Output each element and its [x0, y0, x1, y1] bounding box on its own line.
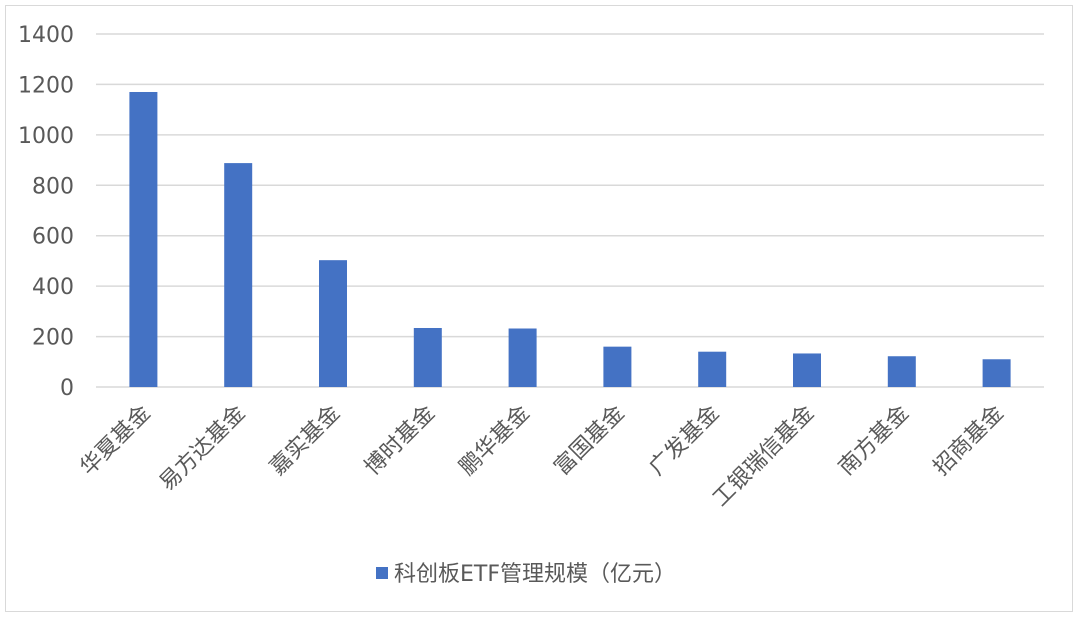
bar: [698, 351, 727, 387]
bar: [319, 260, 347, 387]
bar: [887, 356, 916, 387]
y-tick-label: 1400: [18, 23, 74, 48]
bar: [129, 91, 158, 387]
y-tick-label: 1000: [18, 124, 74, 149]
x-category-label: 富国基金: [550, 401, 630, 481]
x-category-label: 博时基金: [360, 401, 440, 481]
x-axis-category-labels: 华夏基金 易方达基金 嘉实基金 博时基金 鹏华基金 富国基金 广发基金工银瑞信基金 南方基金招…: [76, 401, 1009, 512]
x-category-label: 易方达基金: [155, 401, 250, 496]
y-tick-label: 0: [60, 376, 74, 401]
bar: [982, 359, 1011, 387]
legend: 科创板ETF管理规模（亿元）: [376, 562, 676, 587]
y-tick-label: 600: [32, 225, 74, 250]
bars: [129, 91, 1011, 387]
gridlines: [96, 33, 1044, 388]
y-tick-label: 1200: [18, 73, 74, 98]
x-category-label: 广发基金: [645, 401, 725, 481]
bar: [603, 346, 632, 387]
chart-frame: [5, 5, 1073, 612]
y-tick-label: 200: [32, 326, 74, 351]
y-tick-label: 800: [32, 174, 74, 199]
bar: [793, 353, 821, 387]
x-category-label: 鹏华基金: [455, 401, 535, 481]
x-category-label: 嘉实基金: [265, 401, 345, 481]
x-category-label: 招商基金: [929, 401, 1009, 481]
bar: [508, 328, 537, 387]
x-category-label: 华夏基金: [76, 401, 156, 481]
y-tick-label: 400: [32, 275, 74, 300]
x-category-label: 南方基金: [834, 401, 914, 481]
legend-swatch: [376, 567, 388, 579]
x-category-label: 工银瑞信基金: [708, 401, 819, 512]
bar: [413, 327, 442, 387]
bar: [224, 163, 253, 387]
legend-label: 科创板ETF管理规模（亿元）: [394, 562, 676, 587]
y-axis-tick-labels: 0 200 400 600 800 1000 1200 1400: [18, 23, 74, 401]
